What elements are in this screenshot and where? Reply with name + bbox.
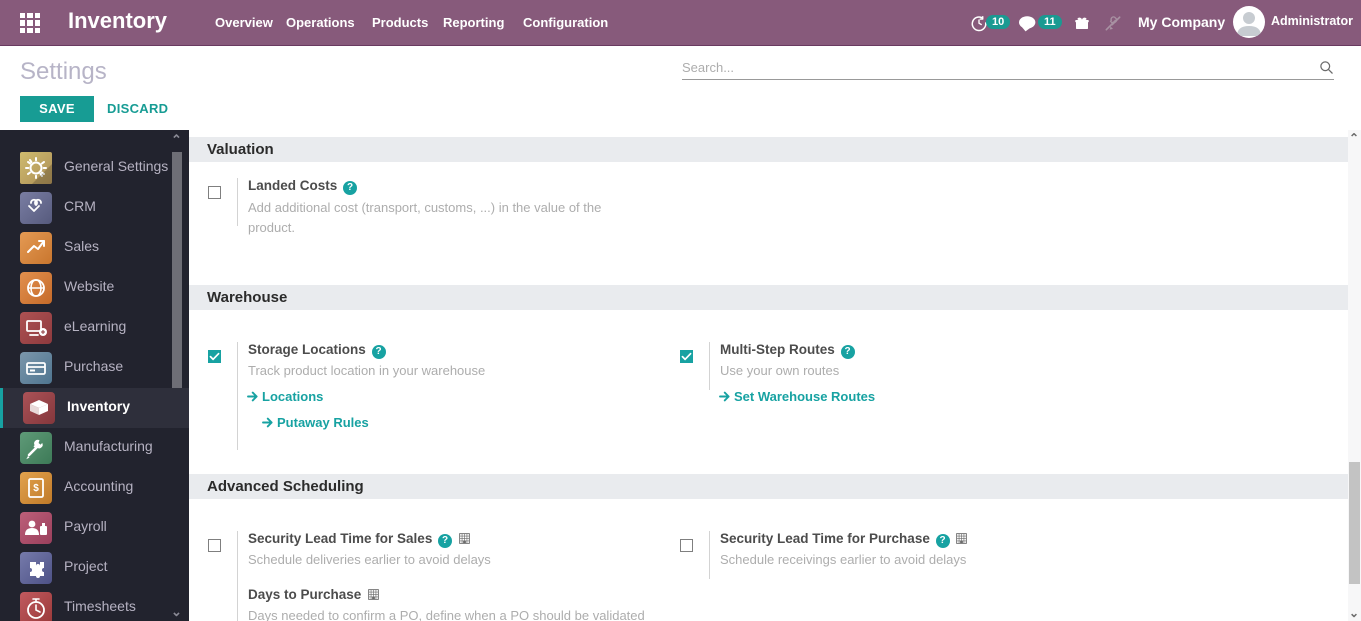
svg-text:$: $ [33, 483, 39, 494]
